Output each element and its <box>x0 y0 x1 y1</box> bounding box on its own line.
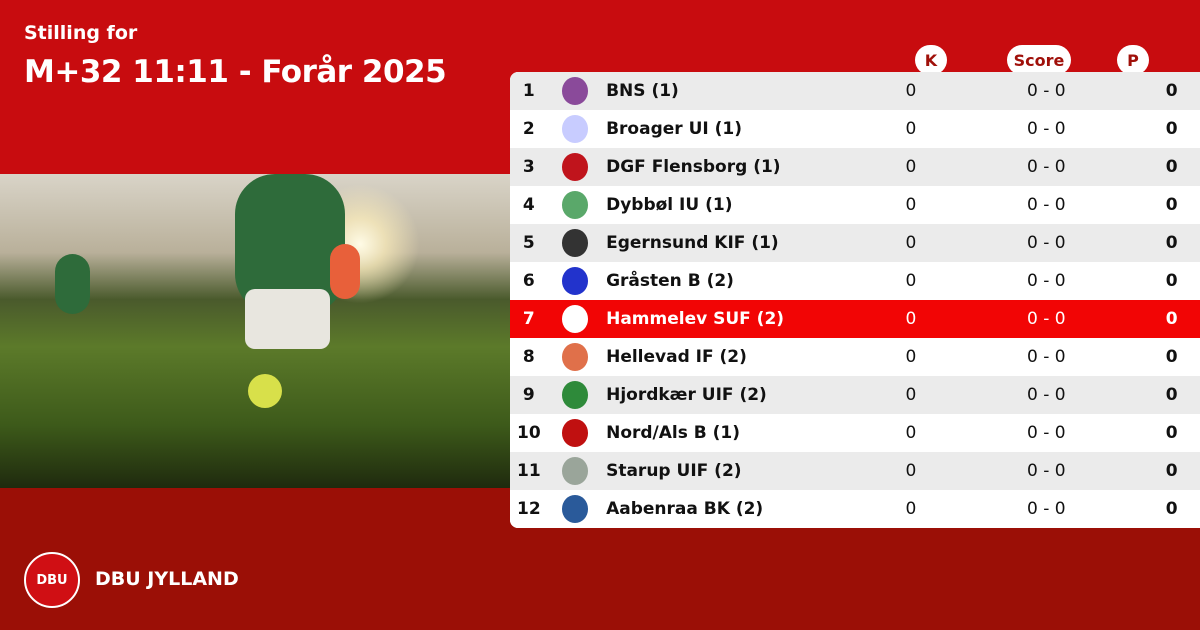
team-name: Hellevad IF (2) <box>606 347 747 367</box>
team-logo-icon <box>561 343 589 371</box>
team-logo-icon <box>561 77 589 105</box>
score: 0 - 0 <box>1027 309 1066 329</box>
team-logo-icon <box>561 419 589 447</box>
score: 0 - 0 <box>1027 347 1066 367</box>
player-figure <box>330 244 360 299</box>
table-row[interactable]: 4 Dybbøl IU (1) 0 0 - 0 0 <box>510 186 1200 224</box>
position: 4 <box>522 195 535 215</box>
score: 0 - 0 <box>1027 499 1066 519</box>
team-logo-icon <box>561 305 589 333</box>
matches-played: 0 <box>905 423 917 443</box>
points: 0 <box>1165 385 1178 405</box>
column-header-score: Score <box>1007 45 1071 75</box>
position: 10 <box>517 423 541 443</box>
table-row[interactable]: 11 Starup UIF (2) 0 0 - 0 0 <box>510 452 1200 490</box>
team-name: Broager UI (1) <box>606 119 743 139</box>
matches-played: 0 <box>905 195 917 215</box>
score: 0 - 0 <box>1027 81 1066 101</box>
team-name: Hammelev SUF (2) <box>606 309 785 329</box>
table-row[interactable]: 12 Aabenraa BK (2) 0 0 - 0 0 <box>510 490 1200 528</box>
score: 0 - 0 <box>1027 385 1066 405</box>
team-name: Starup UIF (2) <box>606 461 742 481</box>
position: 8 <box>522 347 535 367</box>
matches-played: 0 <box>905 461 917 481</box>
football-photo <box>0 174 510 488</box>
position: 3 <box>522 157 535 177</box>
position: 12 <box>517 499 541 519</box>
position: 6 <box>522 271 535 291</box>
team-logo-icon <box>561 229 589 257</box>
team-name: Egernsund KIF (1) <box>606 233 779 253</box>
score: 0 - 0 <box>1027 233 1066 253</box>
player-shorts <box>245 289 330 349</box>
points: 0 <box>1165 461 1178 481</box>
position: 11 <box>517 461 541 481</box>
team-name: DGF Flensborg (1) <box>606 157 781 177</box>
team-logo-icon <box>561 153 589 181</box>
matches-played: 0 <box>905 347 917 367</box>
team-logo-icon <box>561 115 589 143</box>
score: 0 - 0 <box>1027 195 1066 215</box>
position: 5 <box>522 233 535 253</box>
matches-played: 0 <box>905 233 917 253</box>
matches-played: 0 <box>905 119 917 139</box>
team-logo-icon <box>561 381 589 409</box>
team-name: Nord/Als B (1) <box>606 423 741 443</box>
team-name: Gråsten B (2) <box>606 271 734 291</box>
table-row[interactable]: 8 Hellevad IF (2) 0 0 - 0 0 <box>510 338 1200 376</box>
subtitle: Stilling for <box>24 22 138 44</box>
matches-played: 0 <box>905 385 917 405</box>
points: 0 <box>1165 157 1178 177</box>
points: 0 <box>1165 233 1178 253</box>
table-row[interactable]: 6 Gråsten B (2) 0 0 - 0 0 <box>510 262 1200 300</box>
matches-played: 0 <box>905 157 917 177</box>
score: 0 - 0 <box>1027 119 1066 139</box>
matches-played: 0 <box>905 499 917 519</box>
position: 1 <box>522 81 535 101</box>
table-row[interactable]: 10 Nord/Als B (1) 0 0 - 0 0 <box>510 414 1200 452</box>
points: 0 <box>1165 499 1178 519</box>
team-logo-icon <box>561 267 589 295</box>
score: 0 - 0 <box>1027 461 1066 481</box>
table-row[interactable]: 7 Hammelev SUF (2) 0 0 - 0 0 <box>510 300 1200 338</box>
table-row[interactable]: 3 DGF Flensborg (1) 0 0 - 0 0 <box>510 148 1200 186</box>
points: 0 <box>1165 423 1178 443</box>
matches-played: 0 <box>905 309 917 329</box>
matches-played: 0 <box>905 81 917 101</box>
team-name: BNS (1) <box>606 81 679 101</box>
team-logo-icon <box>561 495 589 523</box>
points: 0 <box>1165 119 1178 139</box>
table-row[interactable]: 9 Hjordkær UIF (2) 0 0 - 0 0 <box>510 376 1200 414</box>
football <box>248 374 282 408</box>
points: 0 <box>1165 347 1178 367</box>
position: 9 <box>522 385 535 405</box>
team-name: Aabenraa BK (2) <box>606 499 764 519</box>
page-title: M+32 11:11 - Forår 2025 <box>24 54 447 90</box>
table-row[interactable]: 2 Broager UI (1) 0 0 - 0 0 <box>510 110 1200 148</box>
score: 0 - 0 <box>1027 157 1066 177</box>
position: 7 <box>522 309 535 329</box>
position: 2 <box>522 119 535 139</box>
matches-played: 0 <box>905 271 917 291</box>
column-header-p: P <box>1117 45 1149 75</box>
brand-name: DBU JYLLAND <box>95 568 239 590</box>
dbu-logo: DBU <box>24 552 80 608</box>
team-name: Hjordkær UIF (2) <box>606 385 767 405</box>
points: 0 <box>1165 309 1178 329</box>
table-row[interactable]: 1 BNS (1) 0 0 - 0 0 <box>510 72 1200 110</box>
team-logo-icon <box>561 457 589 485</box>
points: 0 <box>1165 271 1178 291</box>
score: 0 - 0 <box>1027 423 1066 443</box>
team-logo-icon <box>561 191 589 219</box>
score: 0 - 0 <box>1027 271 1066 291</box>
column-header-k: K <box>915 45 947 75</box>
team-name: Dybbøl IU (1) <box>606 195 733 215</box>
table-row[interactable]: 5 Egernsund KIF (1) 0 0 - 0 0 <box>510 224 1200 262</box>
points: 0 <box>1165 81 1178 101</box>
points: 0 <box>1165 195 1178 215</box>
player-figure <box>55 254 90 314</box>
